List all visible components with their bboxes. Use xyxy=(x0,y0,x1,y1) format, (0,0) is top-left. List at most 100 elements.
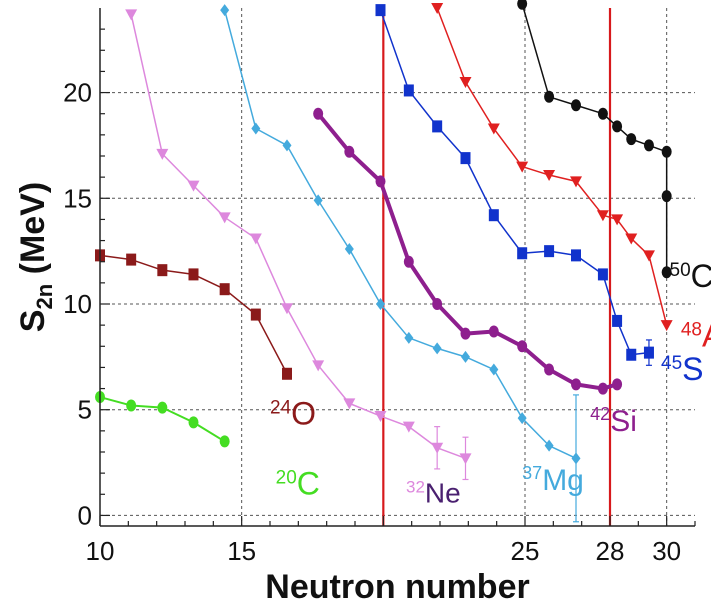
isotope-series xyxy=(95,0,673,523)
data-point xyxy=(626,348,637,361)
data-point xyxy=(282,139,292,152)
series-line xyxy=(379,9,650,356)
data-point xyxy=(460,327,471,340)
data-point xyxy=(250,308,261,321)
data-point xyxy=(661,145,672,158)
data-point xyxy=(661,266,672,279)
data-point xyxy=(404,331,414,344)
data-point xyxy=(596,210,609,222)
data-point xyxy=(125,9,138,21)
data-point xyxy=(517,247,528,260)
series-mg xyxy=(220,4,581,523)
data-point xyxy=(375,4,386,17)
data-point xyxy=(460,152,471,165)
y-tick-label: 10 xyxy=(63,289,92,319)
data-point xyxy=(343,398,356,410)
data-point xyxy=(220,4,230,17)
data-point xyxy=(570,176,582,188)
data-point xyxy=(642,250,655,262)
data-point xyxy=(313,194,323,207)
data-point xyxy=(571,249,581,262)
data-point xyxy=(487,123,500,135)
axis-titles: Neutron number S2n (MeV) xyxy=(14,182,530,606)
data-point xyxy=(612,378,623,391)
x-tick-label: 30 xyxy=(652,536,681,566)
data-point xyxy=(432,298,443,310)
data-point xyxy=(313,107,324,120)
data-point xyxy=(374,411,387,423)
data-point xyxy=(517,340,528,353)
data-point xyxy=(489,363,499,376)
x-tick-label: 28 xyxy=(596,536,625,566)
y-tick-label: 15 xyxy=(63,183,92,213)
data-point xyxy=(219,283,230,296)
x-tick-label: 15 xyxy=(227,536,256,566)
data-point xyxy=(544,90,555,103)
data-point xyxy=(126,399,137,412)
data-point xyxy=(218,212,231,224)
data-point xyxy=(403,255,414,268)
data-point xyxy=(612,314,623,327)
data-point xyxy=(251,122,261,135)
data-point xyxy=(156,148,169,160)
series-ar xyxy=(431,3,673,332)
data-point xyxy=(544,363,555,376)
data-point xyxy=(403,84,414,97)
data-point xyxy=(126,253,137,266)
isotope-label-ar: 48Ar xyxy=(681,317,711,353)
y-tick-label: 5 xyxy=(78,395,92,425)
series-line xyxy=(521,3,668,273)
data-point xyxy=(611,214,624,226)
isotope-label-o: 24O xyxy=(270,396,316,432)
grid-lines xyxy=(100,8,695,526)
data-point xyxy=(544,439,554,452)
data-point xyxy=(544,245,555,258)
data-point xyxy=(344,243,354,256)
data-point xyxy=(375,175,386,188)
data-point xyxy=(459,77,472,88)
data-point xyxy=(571,378,581,391)
data-point xyxy=(660,320,673,332)
isotope-label-ca: 50Ca xyxy=(670,258,711,294)
data-point xyxy=(459,453,472,465)
data-point xyxy=(157,264,168,277)
data-point xyxy=(571,99,581,112)
isotope-label-si: 42Si xyxy=(590,404,637,438)
data-point xyxy=(543,170,556,182)
data-point xyxy=(432,120,443,133)
data-point xyxy=(516,161,529,173)
magic-number-lines xyxy=(382,8,612,526)
data-point xyxy=(625,233,638,245)
series-o xyxy=(95,249,292,380)
series-ne xyxy=(125,9,472,481)
data-point xyxy=(612,120,623,133)
data-point xyxy=(571,452,581,465)
data-point xyxy=(517,412,527,425)
data-point xyxy=(431,442,444,454)
data-point xyxy=(597,382,608,395)
data-point xyxy=(432,342,442,355)
data-point xyxy=(282,367,292,380)
data-point xyxy=(488,325,499,338)
data-point xyxy=(597,107,608,120)
x-axis-title: Neutron number xyxy=(265,568,529,606)
isotope-label-ne: 32Ne xyxy=(406,478,461,509)
data-point xyxy=(188,268,199,281)
data-point xyxy=(219,435,230,448)
data-point xyxy=(376,298,385,310)
data-point xyxy=(188,416,199,429)
y-tick-label: 0 xyxy=(78,500,92,530)
x-tick-label: 25 xyxy=(511,536,540,566)
series-s xyxy=(375,4,654,366)
series-c xyxy=(95,391,230,448)
data-point xyxy=(249,233,262,245)
isotope-label-mg: 37Mg xyxy=(522,463,584,497)
data-point xyxy=(187,180,200,192)
data-point xyxy=(431,3,444,14)
data-point xyxy=(643,346,654,359)
series-ca xyxy=(517,0,672,279)
x-tick-label: 10 xyxy=(86,536,115,566)
data-point xyxy=(517,0,528,10)
